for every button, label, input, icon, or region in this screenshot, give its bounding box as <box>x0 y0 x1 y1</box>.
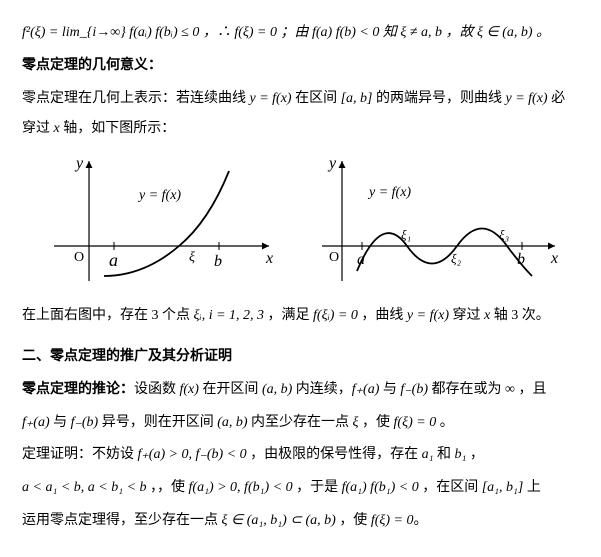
t: 与 <box>50 415 71 430</box>
t: ，满足 <box>264 308 313 323</box>
t: 在上面右图中，存在 3 个点 <box>22 308 194 323</box>
eq1: f²(ξ) = lim_{i→∞} f(aᵢ) f(bᵢ) ≤ 0 ，∴ f(ξ… <box>22 25 550 40</box>
para-corollary-1: 零点定理的推论：设函数 f(x) 在开区间 (a, b) 内连续，f₊(a) 与… <box>22 375 579 406</box>
x-label: x <box>550 250 558 267</box>
t: 运用零点定理得，至少存在一点 <box>22 513 222 528</box>
t: 上 <box>523 480 541 495</box>
t: 在区间 <box>292 91 341 106</box>
t: 内连续， <box>292 382 352 397</box>
m: f(a₁) f(b₁) < 0 <box>342 480 419 495</box>
m: f₊(a) <box>352 382 380 397</box>
o-label: O <box>74 250 84 265</box>
m: y = f(x) <box>250 91 292 106</box>
t: 。 <box>413 513 427 528</box>
m: f₋(b) <box>71 415 99 430</box>
m: f(ξ) = 0 <box>394 415 437 430</box>
m: y = f(x) <box>506 91 548 106</box>
xi-label: ξ <box>189 250 195 265</box>
t: 和 <box>433 447 454 462</box>
t: 异号，则在开区间 <box>98 415 217 430</box>
m: ξᵢ, i = 1, 2, 3 <box>194 308 265 323</box>
xi3-label: ξ₃ <box>499 227 509 242</box>
t: 设函数 <box>134 382 180 397</box>
figure-row: y x O a b ξ y = f(x) y x O a b ξ₁ ξ₂ ξ₃ … <box>22 151 579 291</box>
m: [a₁, b₁] <box>482 480 524 495</box>
t: ，在区间 <box>419 480 482 495</box>
m: a < a₁ < b, a < b₁ < b <box>22 480 147 495</box>
curve-label: y = f(x) <box>137 188 181 203</box>
para-geom-desc: 零点定理在几何上表示：若连续曲线 y = f(x) 在区间 [a, b] 的两端… <box>22 84 579 146</box>
t: ，曲线 <box>358 308 407 323</box>
equation-line: f²(ξ) = lim_{i→∞} f(aᵢ) f(bᵢ) ≤ 0 ，∴ f(ξ… <box>22 18 579 49</box>
para-corollary-2: f₊(a) 与 f₋(b) 异号，则在开区间 (a, b) 内至少存在一点 ξ … <box>22 408 579 439</box>
x-label: x <box>265 250 273 267</box>
y-label: y <box>327 155 337 172</box>
t: 轴，如下图所示： <box>60 121 176 136</box>
t: 与 <box>379 382 400 397</box>
xi2-label: ξ₂ <box>451 251 462 266</box>
t: 穿过 <box>449 308 484 323</box>
t: 零点定理的推论： <box>22 382 134 397</box>
para-proof-2: a < a₁ < b, a < b₁ < b ，，使 f(a₁) > 0, f(… <box>22 473 579 504</box>
t: 轴 3 次。 <box>490 308 550 323</box>
t: ，，使 <box>147 480 189 495</box>
b-label: b <box>214 253 222 270</box>
m: f(x) <box>180 382 199 397</box>
m: y = f(x) <box>407 308 449 323</box>
curve <box>104 171 229 276</box>
m: f(a₁) > 0, f(b₁) < 0 <box>189 480 293 495</box>
t: ，使 <box>336 513 371 528</box>
heading-geom: 零点定理的几何意义： <box>22 51 579 82</box>
t: 在开区间 <box>199 382 262 397</box>
m: b₁ <box>454 447 466 462</box>
heading-section-2: 二、零点定理的推广及其分析证明 <box>22 342 579 373</box>
para-right-fig-desc: 在上面右图中，存在 3 个点 ξᵢ, i = 1, 2, 3 ，满足 f(ξᵢ)… <box>22 301 579 332</box>
m: f₊(a) <box>22 415 50 430</box>
curve-label: y = f(x) <box>367 185 411 200</box>
b-label: b <box>517 251 525 268</box>
para-proof-1: 定理证明：不妨设 f₊(a) > 0, f₋(b) < 0 ，由极限的保号性得，… <box>22 440 579 471</box>
a-label: a <box>109 250 118 270</box>
t: ，使 <box>359 415 394 430</box>
m: ξ ∈ (a₁, b₁) ⊂ (a, b) <box>222 513 336 528</box>
m: f₋(b) <box>400 382 428 397</box>
t: 零点定理在几何上表示：若连续曲线 <box>22 91 250 106</box>
t: ，由极限的保号性得，存在 <box>247 447 422 462</box>
t: ， <box>466 447 484 462</box>
y-label: y <box>74 155 84 172</box>
xi1-label: ξ₁ <box>401 227 411 242</box>
t: 。 <box>436 415 454 430</box>
figure-right: y x O a b ξ₁ ξ₂ ξ₃ y = f(x) <box>307 151 567 291</box>
t: 的两端异号，则曲线 <box>373 91 506 106</box>
m: [a, b] <box>341 91 373 106</box>
o-label: O <box>329 250 339 265</box>
a-label: a <box>357 251 365 268</box>
figure-left: y x O a b ξ y = f(x) <box>34 151 284 291</box>
m: f(ξᵢ) = 0 <box>313 308 358 323</box>
m: (a, b) <box>217 415 247 430</box>
m: a₁ <box>422 447 434 462</box>
m: (a, b) <box>262 382 292 397</box>
t: 定理证明：不妨设 <box>22 447 138 462</box>
t: 内至少存在一点 <box>248 415 353 430</box>
m: f₊(a) > 0, f₋(b) < 0 <box>138 447 247 462</box>
t: 都存在或为 ∞ ，且 <box>428 382 546 397</box>
t: ，于是 <box>293 480 342 495</box>
m: f(ξ) = 0 <box>371 513 414 528</box>
para-proof-3: 运用零点定理得，至少存在一点 ξ ∈ (a₁, b₁) ⊂ (a, b) ，使 … <box>22 506 579 537</box>
